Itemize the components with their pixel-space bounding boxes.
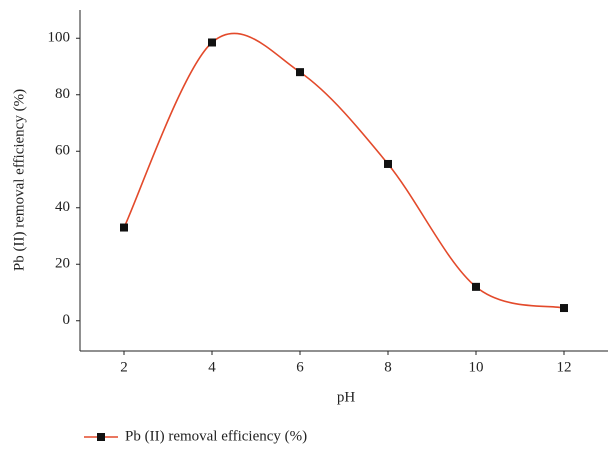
y-tick-label: 40 bbox=[55, 199, 70, 215]
x-axis-label: pH bbox=[337, 389, 356, 405]
marker bbox=[208, 38, 216, 47]
y-tick-label: 20 bbox=[55, 256, 70, 272]
legend-marker bbox=[97, 433, 105, 441]
marker bbox=[560, 304, 568, 313]
y-tick-label: 60 bbox=[55, 143, 70, 159]
x-tick-label: 4 bbox=[208, 359, 216, 375]
x-tick-label: 6 bbox=[296, 359, 304, 375]
marker bbox=[120, 223, 128, 232]
y-axis-label: Pb (II) removal efficiency (%) bbox=[11, 89, 27, 271]
marker bbox=[472, 282, 480, 291]
marker bbox=[384, 159, 392, 168]
x-tick-label: 2 bbox=[120, 359, 128, 375]
legend-label: Pb (II) removal efficiency (%) bbox=[125, 428, 307, 444]
x-tick-label: 12 bbox=[557, 359, 572, 375]
y-tick-label: 80 bbox=[55, 86, 70, 102]
marker bbox=[296, 68, 304, 77]
x-tick-label: 8 bbox=[384, 359, 392, 375]
x-tick-label: 10 bbox=[469, 359, 484, 375]
y-tick-label: 0 bbox=[63, 312, 71, 328]
y-tick-label: 100 bbox=[48, 30, 71, 46]
series-line bbox=[123, 32, 565, 309]
